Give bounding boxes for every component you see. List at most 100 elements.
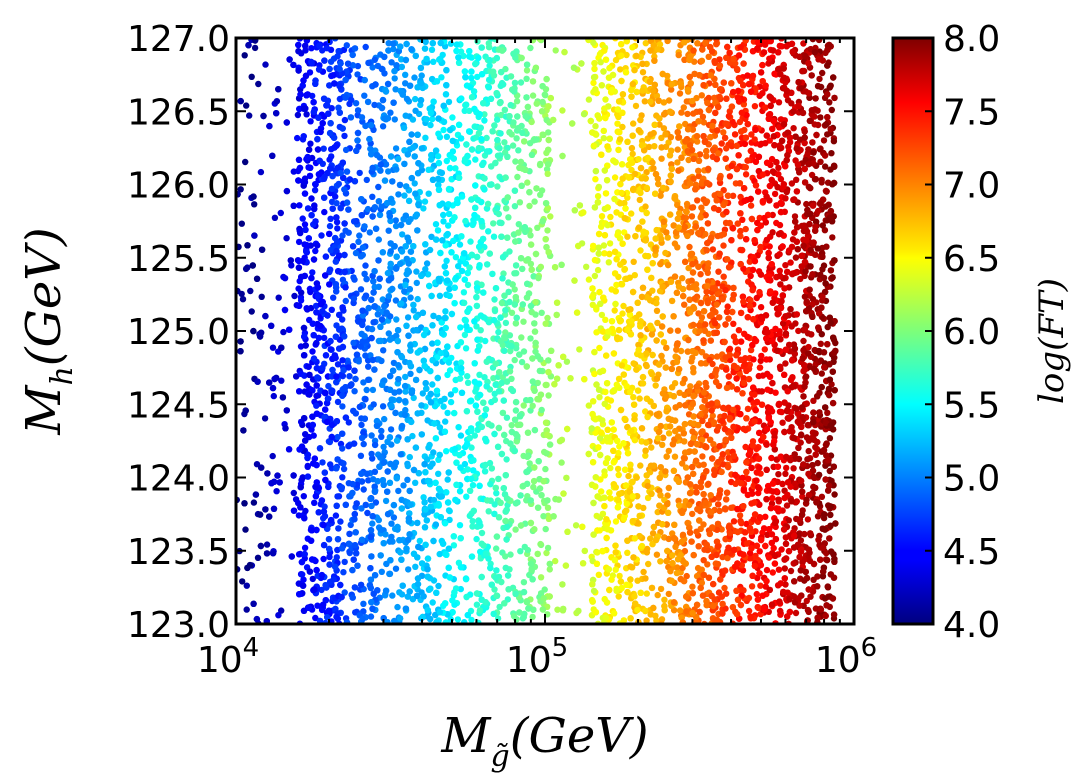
scatter-point [258,293,265,300]
scatter-point [491,307,499,315]
scatter-point [467,238,474,245]
scatter-point [429,115,436,123]
scatter-point [676,607,684,614]
scatter-point [785,517,792,524]
scatter-point [356,232,363,239]
scatter-point [340,465,348,473]
scatter-point [336,95,344,103]
scatter-point [529,92,537,99]
scatter-point [378,433,385,440]
scatter-point [392,297,400,304]
scatter-point [662,249,669,257]
scatter-point [402,406,409,414]
scatter-point [412,107,419,115]
scatter-point [826,99,833,106]
scatter-point [446,516,453,524]
scatter-point [629,150,636,158]
scatter-point [382,497,390,505]
scatter-point [512,500,520,507]
scatter-point [543,549,550,557]
scatter-point [251,201,258,208]
scatter-point [624,549,631,556]
scatter-point [330,294,337,301]
scatter-point [481,111,488,118]
scatter-point [270,392,277,400]
scatter-point [339,403,346,410]
scatter-point [440,211,447,219]
scatter-point [507,551,514,558]
scatter-point [449,114,456,121]
scatter-point [290,489,297,497]
scatter-point [447,398,455,406]
scatter-point [342,297,349,305]
scatter-point [699,453,706,460]
scatter-point [819,266,826,273]
scatter-point [347,521,354,529]
scatter-point [769,229,776,236]
scatter-point [296,202,303,209]
scatter-point [434,153,442,160]
scatter-point [649,287,656,294]
scatter-point [447,391,455,398]
scatter-point [716,56,723,63]
scatter-point [726,173,734,180]
scatter-point [554,606,561,613]
scatter-point [668,86,675,93]
scatter-point [363,176,370,184]
scatter-point [607,397,615,404]
scatter-point [392,222,400,230]
scatter-point [594,266,602,274]
scatter-point [764,386,771,393]
scatter-point [515,221,522,228]
scatter-point [697,484,705,491]
scatter-point [775,99,783,106]
scatter-point [665,447,672,455]
scatter-point [518,358,526,366]
scatter-point [762,513,769,520]
scatter-point [334,398,342,406]
scatter-point [691,58,698,65]
scatter-point [242,265,250,273]
scatter-point [385,330,392,337]
scatter-point [822,203,829,210]
scatter-point [416,537,423,545]
scatter-point [674,327,682,334]
scatter-point [545,392,552,399]
scatter-point [238,220,245,227]
scatter-point [697,271,704,278]
scatter-point [777,175,785,183]
scatter-point [537,574,545,581]
scatter-point [782,262,789,269]
scatter-point [450,542,458,549]
scatter-point [362,352,369,359]
scatter-point [769,168,777,175]
scatter-point [777,580,784,587]
scatter-point [513,98,521,105]
scatter-point [422,326,429,334]
scatter-point [360,440,367,448]
scatter-point [507,101,514,109]
plot-area [234,36,856,626]
scatter-point [799,67,806,75]
scatter-point [743,520,750,528]
scatter-point [821,595,829,602]
scatter-point [818,179,825,186]
scatter-point [615,471,622,479]
scatter-point [632,102,640,110]
scatter-point [423,260,431,267]
scatter-point [473,535,480,543]
scatter-point [617,66,624,73]
scatter-point [248,308,255,315]
scatter-point [769,569,776,576]
scatter-point [690,110,697,117]
scatter-point [757,357,764,364]
scatter-point [342,227,349,234]
scatter-point [680,104,687,111]
scatter-point [412,479,419,486]
scatter-point [378,427,385,435]
scatter-point [545,129,552,136]
scatter-point [457,324,464,331]
scatter-point [277,209,284,217]
scatter-point [481,117,488,124]
scatter-point [615,449,622,457]
